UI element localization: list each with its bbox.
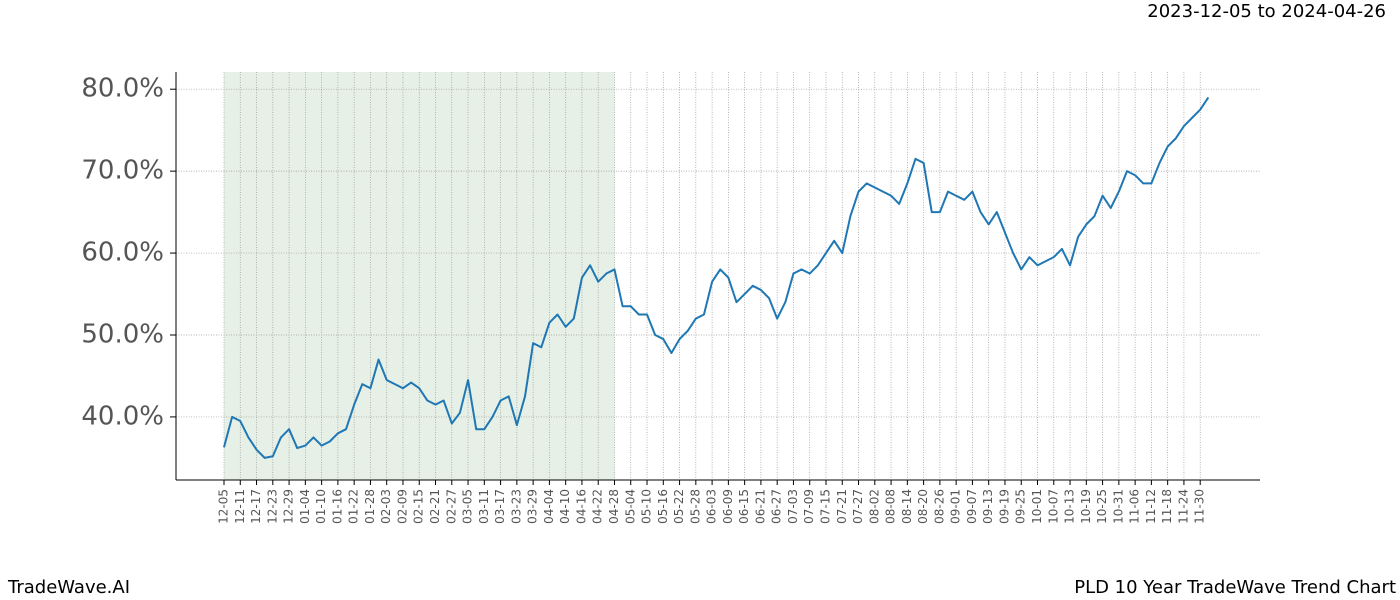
date-range: 2023-12-05 to 2024-04-26 bbox=[1147, 1, 1386, 22]
price-line bbox=[223, 96, 1210, 459]
x-tick-label: 06-27 bbox=[770, 489, 784, 524]
x-tick-label: 01-22 bbox=[347, 489, 361, 524]
x-tick-label: 11-24 bbox=[1176, 489, 1190, 524]
x-tick-label: 03-23 bbox=[509, 489, 523, 524]
x-tick-label: 10-01 bbox=[1030, 489, 1044, 524]
chart-title: PLD 10 Year TradeWave Trend Chart bbox=[1074, 577, 1396, 598]
x-tick-label: 07-09 bbox=[802, 489, 816, 524]
x-tick-label: 10-31 bbox=[1111, 489, 1125, 524]
y-tick-label: 80.0% bbox=[81, 74, 164, 104]
x-tick-label: 04-28 bbox=[607, 489, 621, 524]
x-tick-label: 12-11 bbox=[233, 489, 247, 524]
x-tick-label: 05-04 bbox=[623, 489, 637, 524]
x-tick-label: 06-15 bbox=[737, 489, 751, 524]
x-tick-label: 03-11 bbox=[477, 489, 491, 524]
x-tick-label: 01-16 bbox=[330, 489, 344, 524]
x-tick-label: 12-17 bbox=[249, 489, 263, 524]
x-tick-label: 05-22 bbox=[672, 489, 686, 524]
x-tick-label: 11-06 bbox=[1128, 489, 1142, 524]
x-tick-label: 08-26 bbox=[932, 489, 946, 524]
x-tick-label: 04-16 bbox=[574, 489, 588, 524]
x-tick-label: 01-04 bbox=[298, 489, 312, 524]
x-tick-label: 05-10 bbox=[640, 489, 654, 524]
y-tick-label: 60.0% bbox=[81, 238, 164, 268]
x-tick-label: 02-03 bbox=[379, 489, 393, 524]
x-tick-label: 11-30 bbox=[1193, 489, 1207, 524]
x-tick-label: 07-21 bbox=[835, 489, 849, 524]
x-tick-label: 08-20 bbox=[916, 489, 930, 524]
x-tick-label: 03-17 bbox=[493, 489, 507, 524]
x-tick-label: 10-19 bbox=[1079, 489, 1093, 524]
x-tick-label: 02-21 bbox=[428, 489, 442, 524]
x-tick-label: 09-25 bbox=[1014, 489, 1028, 524]
x-tick-label: 05-16 bbox=[656, 489, 670, 524]
x-tick-label: 12-05 bbox=[217, 489, 231, 524]
highlight-band bbox=[224, 72, 615, 480]
x-tick-label: 11-12 bbox=[1144, 489, 1158, 524]
x-tick-label: 11-18 bbox=[1160, 489, 1174, 524]
x-tick-label: 10-25 bbox=[1095, 489, 1109, 524]
x-tick-label: 05-28 bbox=[688, 489, 702, 524]
x-tick-label: 03-05 bbox=[461, 489, 475, 524]
x-tick-label: 06-21 bbox=[753, 489, 767, 524]
x-tick-label: 10-13 bbox=[1063, 489, 1077, 524]
x-tick-label: 02-15 bbox=[412, 489, 426, 524]
x-tick-label: 04-10 bbox=[558, 489, 572, 524]
x-tick-label: 10-07 bbox=[1046, 489, 1060, 524]
x-tick-label: 09-01 bbox=[949, 489, 963, 524]
x-tick-label: 09-07 bbox=[965, 489, 979, 524]
brand: TradeWave.AI bbox=[7, 577, 130, 598]
x-tick-label: 09-13 bbox=[981, 489, 995, 524]
x-tick-label: 01-28 bbox=[363, 489, 377, 524]
x-tick-label: 07-03 bbox=[786, 489, 800, 524]
x-tick-label: 07-27 bbox=[851, 489, 865, 524]
x-tick-label: 09-19 bbox=[997, 489, 1011, 524]
x-tick-label: 12-23 bbox=[265, 489, 279, 524]
y-tick-label: 50.0% bbox=[81, 319, 164, 349]
x-tick-label: 07-15 bbox=[818, 489, 832, 524]
x-tick-label: 08-02 bbox=[867, 489, 881, 524]
x-tick-label: 04-22 bbox=[591, 489, 605, 524]
y-tick-label: 70.0% bbox=[81, 156, 164, 186]
x-tick-label: 06-09 bbox=[721, 489, 735, 524]
x-tick-label: 03-29 bbox=[526, 489, 540, 524]
x-tick-label: 02-27 bbox=[444, 489, 458, 524]
x-tick-label: 02-09 bbox=[395, 489, 409, 524]
x-tick-label: 08-14 bbox=[900, 489, 914, 524]
x-tick-label: 08-08 bbox=[884, 489, 898, 524]
y-tick-label: 40.0% bbox=[81, 401, 164, 431]
x-tick-label: 06-03 bbox=[705, 489, 719, 524]
x-tick-label: 04-04 bbox=[542, 489, 556, 524]
x-tick-label: 01-10 bbox=[314, 489, 328, 524]
x-tick-label: 12-29 bbox=[282, 489, 296, 524]
